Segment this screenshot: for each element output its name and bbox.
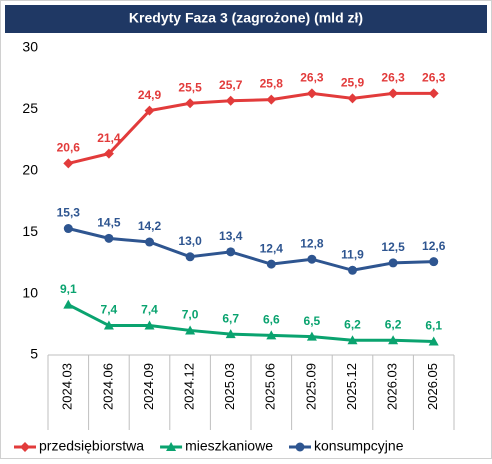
data-label: 15,3 <box>57 206 81 220</box>
data-label: 6,7 <box>222 311 239 325</box>
y-tick-label: 5 <box>30 346 38 362</box>
data-label: 20,6 <box>57 141 81 155</box>
legend-marker <box>20 442 30 452</box>
data-label: 6,1 <box>425 319 442 333</box>
legend-marker <box>295 442 305 452</box>
marker <box>307 254 317 264</box>
x-tick-label: 2025.03 <box>222 363 237 410</box>
y-tick-label: 15 <box>22 223 38 239</box>
data-label: 6,2 <box>344 317 361 331</box>
x-tick-label: 2026.03 <box>385 363 400 410</box>
marker <box>306 88 317 99</box>
data-label: 26,3 <box>300 71 324 85</box>
marker <box>266 259 276 269</box>
marker <box>225 95 236 106</box>
data-label: 11,9 <box>341 247 364 261</box>
marker <box>185 252 195 262</box>
legend-label: mieszkaniowe <box>185 438 273 454</box>
data-label: 25,5 <box>178 80 202 94</box>
marker <box>347 93 358 104</box>
marker <box>348 265 357 275</box>
marker <box>429 257 439 267</box>
data-label: 25,7 <box>219 78 243 92</box>
legend-label: konsumpcyjne <box>314 438 404 454</box>
marker <box>428 336 439 346</box>
y-tick-label: 20 <box>22 162 38 178</box>
marker <box>185 98 196 109</box>
series-line <box>67 227 434 272</box>
x-tick-label: 2025.06 <box>263 363 278 410</box>
data-label: 7,4 <box>141 303 158 317</box>
marker <box>306 331 317 341</box>
data-label: 12,5 <box>381 240 405 254</box>
marker <box>225 329 236 339</box>
data-label: 6,6 <box>263 313 280 327</box>
data-label: 13,0 <box>178 234 202 248</box>
marker <box>388 335 399 345</box>
x-tick-label: 2025.12 <box>344 363 359 410</box>
data-label: 7,0 <box>182 308 199 322</box>
marker <box>185 325 196 335</box>
marker <box>226 247 236 257</box>
y-tick-label: 30 <box>22 39 38 55</box>
data-label: 6,2 <box>385 317 402 331</box>
marker <box>347 335 358 345</box>
data-label: 25,9 <box>341 76 365 90</box>
marker <box>428 88 439 99</box>
marker <box>144 105 155 116</box>
data-label: 14,2 <box>138 219 162 233</box>
data-label: 24,9 <box>138 88 162 102</box>
data-label: 26,3 <box>381 71 405 85</box>
marker <box>266 330 277 340</box>
data-label: 9,1 <box>60 282 77 296</box>
data-label: 6,5 <box>304 314 321 328</box>
x-tick-label: 2024.03 <box>60 363 75 410</box>
marker <box>388 258 398 268</box>
data-label: 12,6 <box>422 239 446 253</box>
marker <box>103 148 114 159</box>
legend-label: przedsiębiorstwa <box>39 438 144 454</box>
x-tick-label: 2026.05 <box>425 363 440 410</box>
data-label: 21,4 <box>97 131 121 145</box>
chart-title: Kredyty Faza 3 (zagrożone) (mld zł) <box>129 10 363 26</box>
marker <box>144 320 155 330</box>
marker <box>104 233 114 243</box>
x-tick-label: 2024.12 <box>182 363 197 410</box>
series-line <box>67 303 434 343</box>
data-label: 26,3 <box>422 71 446 85</box>
x-tick-label: 2025.09 <box>303 363 318 410</box>
marker <box>103 320 114 330</box>
x-tick-label: 2024.09 <box>141 363 156 410</box>
data-label: 14,5 <box>97 216 121 230</box>
marker <box>63 224 73 234</box>
marker <box>63 158 74 169</box>
data-label: 12,4 <box>260 241 284 255</box>
legend-marker <box>166 442 177 451</box>
data-label: 7,4 <box>101 303 118 317</box>
marker <box>63 299 74 309</box>
title-bar <box>5 5 487 33</box>
series-line <box>67 91 434 165</box>
marker <box>388 88 399 99</box>
data-label: 13,4 <box>219 229 243 243</box>
marker <box>145 237 154 247</box>
marker <box>266 94 277 105</box>
data-label: 25,8 <box>260 77 284 91</box>
data-label: 12,8 <box>300 236 324 250</box>
x-tick-label: 2024.06 <box>100 363 115 410</box>
y-tick-label: 10 <box>22 284 38 300</box>
y-tick-label: 25 <box>22 100 38 116</box>
